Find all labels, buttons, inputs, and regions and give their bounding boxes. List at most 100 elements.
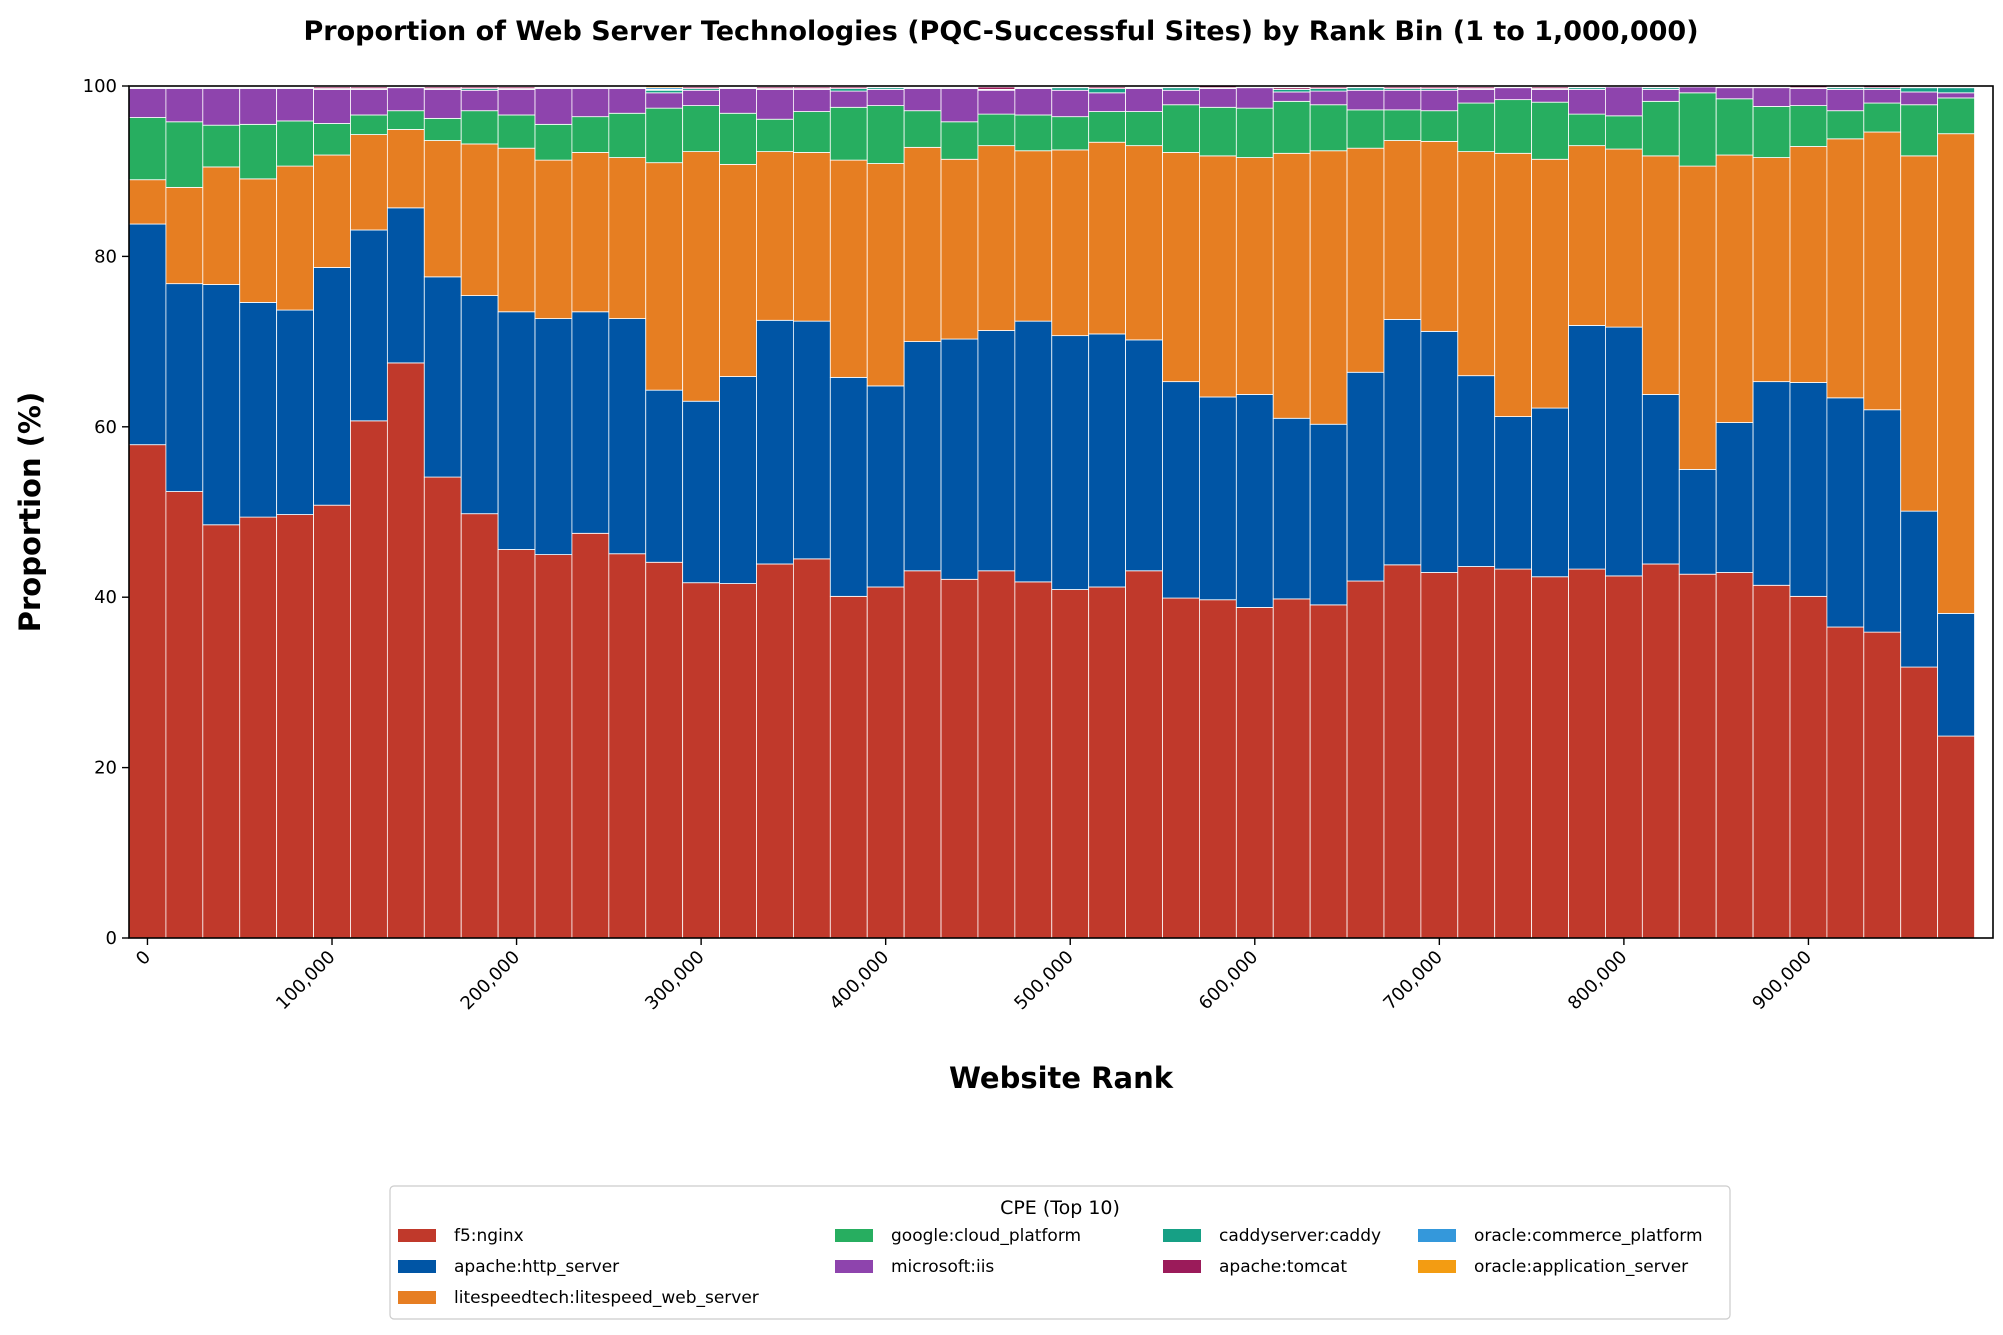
bar-segment-f5-nginx-18 <box>792 558 831 939</box>
bar-segment-apache-http-server-21 <box>903 341 942 572</box>
bar-segment-apache-http-server-25 <box>1051 335 1090 590</box>
bar-segment-apache-http-server-28 <box>1162 381 1200 599</box>
bar-segment-google-cloud-platform-19 <box>829 106 868 161</box>
bar-segment-apache-http-server-43 <box>1715 422 1754 573</box>
bar-segment-apache-http-server-37 <box>1494 416 1533 570</box>
legend-label-apache-tomcat: apache:tomcat <box>1219 1257 1347 1277</box>
legend-swatch-apache-tomcat <box>1163 1260 1201 1273</box>
bar-segment-google-cloud-platform-34 <box>1383 109 1422 141</box>
bar-segment-litespeedtech-litespeed-web-server-43 <box>1715 154 1754 423</box>
legend-label-microsoft-iis: microsoft:iis <box>891 1257 994 1277</box>
bar-segment-apache-http-server-14 <box>645 389 684 563</box>
bar-segment-google-cloud-platform-7 <box>386 110 425 130</box>
bar-segment-caddyserver-caddy-48 <box>1900 87 1939 93</box>
bar-segment-microsoft-iis-2 <box>202 88 241 126</box>
bar-segment-microsoft-iis-39 <box>1568 89 1606 115</box>
bar-segment-litespeedtech-litespeed-web-server-29 <box>1199 155 1237 398</box>
bar-segment-litespeedtech-litespeed-web-server-46 <box>1826 138 1865 399</box>
bar-segment-apache-http-server-40 <box>1605 326 1643 577</box>
bar-segment-f5-nginx-16 <box>719 583 757 939</box>
bar-segment-litespeedtech-litespeed-web-server-44 <box>1752 157 1791 383</box>
bar-segment-microsoft-iis-9 <box>460 89 499 112</box>
bar-segment-google-cloud-platform-18 <box>792 111 831 153</box>
bar-segment-f5-nginx-11 <box>534 554 573 939</box>
bar-segment-microsoft-iis-0 <box>128 88 167 118</box>
bar-segment-f5-nginx-15 <box>682 582 720 939</box>
bar-segment-apache-http-server-20 <box>866 385 905 588</box>
legend-box <box>389 1185 1731 1320</box>
bar-segment-microsoft-iis-43 <box>1715 87 1754 100</box>
bar-segment-apache-http-server-9 <box>460 295 499 515</box>
legend-label-litespeedtech-litespeed-web-server: litespeedtech:litespeed_web_server <box>454 1288 759 1308</box>
bar-segment-apache-http-server-3 <box>239 302 278 518</box>
bar-segment-f5-nginx-7 <box>386 362 425 939</box>
bar-segment-litespeedtech-litespeed-web-server-15 <box>682 151 720 402</box>
bar-segment-f5-nginx-3 <box>239 516 278 939</box>
bar-segment-google-cloud-platform-4 <box>276 120 314 167</box>
bar-segment-litespeedtech-litespeed-web-server-38 <box>1531 158 1569 409</box>
bar-segment-microsoft-iis-16 <box>719 88 757 114</box>
bar-segment-microsoft-iis-7 <box>386 87 425 112</box>
x-tick-label: 800,000 <box>1564 947 1631 1014</box>
bar-segment-apache-http-server-15 <box>682 400 720 584</box>
bar-segment-litespeedtech-litespeed-web-server-42 <box>1678 165 1717 470</box>
bar-segment-apache-http-server-13 <box>608 318 647 555</box>
bar-segment-apache-http-server-19 <box>829 376 868 597</box>
bar-segment-apache-http-server-39 <box>1568 325 1606 570</box>
bar-segment-litespeedtech-litespeed-web-server-26 <box>1088 141 1126 335</box>
bar-segment-litespeedtech-litespeed-web-server-35 <box>1420 140 1459 332</box>
bar-segment-f5-nginx-27 <box>1125 570 1163 939</box>
bar-segment-google-cloud-platform-33 <box>1346 109 1385 149</box>
x-tick-label: 200,000 <box>457 947 524 1014</box>
bar-segment-google-cloud-platform-47 <box>1863 102 1902 133</box>
bar-segment-litespeedtech-litespeed-web-server-5 <box>313 154 351 268</box>
bar-segment-litespeedtech-litespeed-web-server-41 <box>1641 155 1680 395</box>
legend-label-apache-http-server: apache:http_server <box>454 1257 619 1277</box>
bar-segment-microsoft-iis-15 <box>682 89 720 106</box>
bar-segment-litespeedtech-litespeed-web-server-21 <box>903 146 942 342</box>
bar-segment-microsoft-iis-35 <box>1420 89 1459 112</box>
legend-swatch-caddyserver-caddy <box>1163 1229 1201 1242</box>
bar-segment-f5-nginx-5 <box>313 504 351 939</box>
y-tick-label: 0 <box>106 928 117 949</box>
bar-segment-litespeedtech-litespeed-web-server-17 <box>756 151 794 321</box>
bar-segment-litespeedtech-litespeed-web-server-33 <box>1346 147 1385 373</box>
bar-segment-google-cloud-platform-17 <box>756 118 794 153</box>
bar-segment-microsoft-iis-36 <box>1457 89 1496 104</box>
bar-segment-microsoft-iis-11 <box>534 88 573 125</box>
bar-segment-litespeedtech-litespeed-web-server-16 <box>719 163 757 377</box>
bar-segment-microsoft-iis-45 <box>1789 88 1828 106</box>
bar-segment-microsoft-iis-33 <box>1346 89 1385 111</box>
bar-segment-f5-nginx-20 <box>866 586 905 939</box>
bar-segment-litespeedtech-litespeed-web-server-28 <box>1162 152 1200 383</box>
legend-label-caddyserver-caddy: caddyserver:caddy <box>1219 1226 1381 1246</box>
bar-segment-apache-http-server-44 <box>1752 381 1791 586</box>
y-tick-label: 100 <box>83 76 117 97</box>
legend: CPE (Top 10) f5:nginx apache:http_serverl… <box>389 1185 1731 1320</box>
y-tick-label: 60 <box>94 417 117 438</box>
bar-segment-f5-nginx-44 <box>1752 584 1791 939</box>
y-tick-label: 80 <box>94 246 117 267</box>
bar-segment-apache-http-server-46 <box>1826 397 1865 628</box>
bar-segment-f5-nginx-12 <box>571 532 610 939</box>
bar-segment-microsoft-iis-18 <box>792 89 831 112</box>
legend-swatch-google-cloud-platform <box>835 1229 873 1242</box>
bar-segment-f5-nginx-34 <box>1383 564 1422 939</box>
bar-segment-apache-http-server-2 <box>202 284 241 526</box>
x-tick-label: 700,000 <box>1379 947 1446 1014</box>
bar-segment-f5-nginx-8 <box>423 476 462 939</box>
bar-segment-litespeedtech-litespeed-web-server-1 <box>165 186 204 285</box>
bar-segment-apache-http-server-4 <box>276 309 314 515</box>
bar-segment-google-cloud-platform-44 <box>1752 106 1791 158</box>
bar-segment-microsoft-iis-24 <box>1014 88 1053 116</box>
legend-swatch-apache-http-server <box>398 1260 436 1273</box>
bar-segment-f5-nginx-48 <box>1900 666 1939 939</box>
bar-segment-apache-http-server-16 <box>719 376 757 584</box>
bar-segment-apache-http-server-33 <box>1346 371 1385 582</box>
bar-segment-f5-nginx-31 <box>1272 598 1311 939</box>
bar-segment-google-cloud-platform-45 <box>1789 105 1828 147</box>
x-axis-title: Website Rank <box>949 1061 1174 1095</box>
bar-segment-google-cloud-platform-42 <box>1678 92 1717 167</box>
x-tick-label: 500,000 <box>1010 947 1077 1014</box>
bar-segment-google-cloud-platform-30 <box>1235 107 1274 158</box>
